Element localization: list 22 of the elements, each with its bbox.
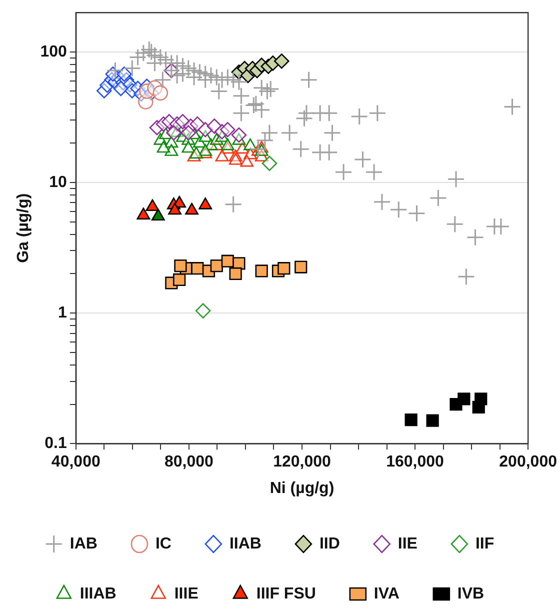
legend-label: IIIF FSU xyxy=(256,585,316,602)
x-tick-label: 160,000 xyxy=(386,454,444,471)
legend-label: IIIAB xyxy=(80,585,116,602)
x-tick-label: 200,000 xyxy=(499,454,558,471)
legend-label: IAB xyxy=(70,535,98,552)
x-tick-label: 80,000 xyxy=(164,454,214,471)
y-tick-label: 10 xyxy=(49,174,67,191)
x-tick-label: 40,000 xyxy=(51,454,100,471)
legend-label: IIAB xyxy=(229,535,262,552)
x-tick-label: 120,000 xyxy=(273,454,332,471)
x-axis-title: Ni (µg/g) xyxy=(270,480,334,497)
legend-label: IC xyxy=(155,535,172,552)
y-tick-label: 1 xyxy=(58,304,67,322)
legend-label: IID xyxy=(319,535,340,552)
legend-label: IIE xyxy=(398,535,418,552)
legend-label: IIIE xyxy=(174,585,199,602)
legend-label: IVB xyxy=(457,585,484,602)
legend-label: IIF xyxy=(475,535,494,552)
y-tick-label: 0.1 xyxy=(44,435,67,452)
y-tick-label: 100 xyxy=(40,43,67,60)
legend-label: IVA xyxy=(374,585,400,602)
y-axis-title: Ga (µg/g) xyxy=(15,193,32,263)
